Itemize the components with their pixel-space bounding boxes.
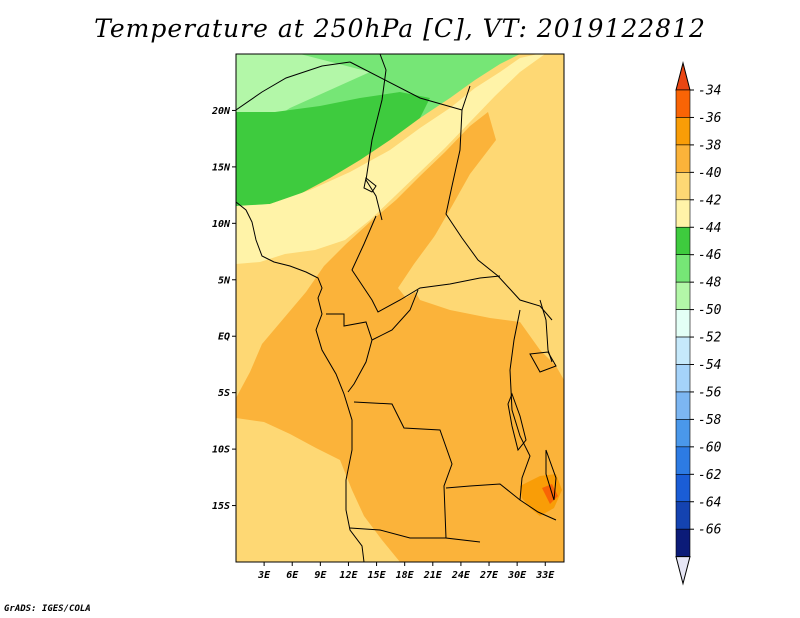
lon-tick-label: 30E xyxy=(507,570,527,581)
temperature-field xyxy=(236,54,564,562)
border-niger-chad xyxy=(365,54,387,221)
colorbar-label: -60 xyxy=(698,440,722,455)
lon-tick-label: 18E xyxy=(396,570,415,581)
colorbar-swatch xyxy=(675,254,691,283)
lat-tick-label: 5S xyxy=(218,388,230,399)
border-gabon-congo xyxy=(326,313,373,393)
colorbar-label: -62 xyxy=(698,468,722,483)
colorbar-label: -48 xyxy=(698,276,722,291)
lake-chad xyxy=(363,177,377,193)
border-drc-east xyxy=(509,309,531,501)
border-chad-sudan xyxy=(445,85,553,321)
lon-tick-label: 3E xyxy=(257,570,271,581)
colorbar-label: -54 xyxy=(698,358,721,373)
lat-tick-label: 15S xyxy=(212,501,230,512)
border-zambia xyxy=(445,483,557,521)
lon-tick-label: 27E xyxy=(479,570,499,581)
colorbar-swatch xyxy=(675,528,691,557)
border-angola-namibia xyxy=(349,527,446,539)
colorbar-label: -52 xyxy=(698,331,722,346)
colorbar-swatch xyxy=(675,309,691,338)
lat-tick-label: 10N xyxy=(212,219,231,230)
colorbar-label: -58 xyxy=(698,413,722,428)
colorbar-swatch xyxy=(675,281,691,310)
colorbar-label: -66 xyxy=(698,523,722,538)
colorbar-swatch xyxy=(675,473,691,503)
lon-tick-label: 24E xyxy=(451,570,471,581)
band-minus-44 xyxy=(236,92,430,206)
lat-tick-label: 5N xyxy=(218,275,231,286)
colorbar-label: -40 xyxy=(698,166,722,181)
lake-tanganyika xyxy=(507,392,527,452)
map-frame xyxy=(235,53,565,563)
colorbar-label: -34 xyxy=(698,84,721,99)
coastline-west-africa xyxy=(236,201,365,562)
colorbar-label: -36 xyxy=(698,111,722,126)
band-minus-42 xyxy=(236,54,545,264)
lon-tick-label: 6E xyxy=(286,570,299,581)
lat-tick-label: EQ xyxy=(218,332,230,343)
colorbar-swatch xyxy=(675,419,691,448)
colorbar-swatch xyxy=(675,89,691,118)
longitude-axis: 3E 6E 9E 12E 15E 18E 21E 24E 27E 30E 33E xyxy=(257,562,555,581)
colorbar-label: -46 xyxy=(698,248,722,263)
lake-malawi xyxy=(545,449,557,501)
colorbar-swatch xyxy=(675,501,691,530)
colorbar-label: -38 xyxy=(698,138,722,153)
lat-tick-label: 20N xyxy=(211,106,231,117)
lake-victoria xyxy=(529,351,557,373)
credit-label: GrADS: IGES/COLA xyxy=(4,604,91,614)
lon-tick-label: 21E xyxy=(423,570,443,581)
map-title: Temperature at 250hPa [C], VT: 201912281… xyxy=(94,14,706,43)
colorbar-label: -56 xyxy=(698,385,722,400)
lon-tick-label: 15E xyxy=(368,570,387,581)
country-borders xyxy=(236,54,557,562)
colorbar-swatch xyxy=(675,446,691,475)
border-drc-west xyxy=(371,289,419,341)
colorbar-over-triangle xyxy=(675,61,691,91)
latitude-axis: 20N 15N 10N 5N EQ 5S 10S 15S xyxy=(211,106,236,512)
border-drc-angola xyxy=(353,401,481,543)
lat-tick-label: 10S xyxy=(212,445,230,456)
colorbar-label: -44 xyxy=(698,221,721,236)
border-algeria-mali xyxy=(236,61,351,111)
colorbar-swatch xyxy=(675,226,691,256)
colorbar-label: -50 xyxy=(698,303,722,318)
lon-tick-label: 33E xyxy=(535,570,555,581)
colorbar-label: -42 xyxy=(698,193,722,208)
border-cameroon-car xyxy=(351,215,501,313)
colorbar: -34 -36 -38 -40 -42 -44 -46 -48 -50 -52 -54 -56 -58 -… xyxy=(675,61,722,586)
colorbar-swatch xyxy=(675,199,691,228)
colorbar-under-triangle xyxy=(675,556,691,586)
colorbar-swatch xyxy=(675,172,691,201)
colorbar-swatch xyxy=(675,391,691,420)
colorbar-swatch xyxy=(675,117,691,146)
colorbar-label: -64 xyxy=(698,495,721,510)
lat-tick-label: 15N xyxy=(212,162,231,173)
colorbar-swatch xyxy=(675,144,691,173)
lon-tick-label: 12E xyxy=(339,570,358,581)
band-minus-38 xyxy=(236,112,564,562)
colorbar-swatch xyxy=(675,336,691,365)
border-libya-chad xyxy=(349,61,463,111)
lon-tick-label: 9E xyxy=(314,570,327,581)
colorbar-swatch xyxy=(675,364,691,393)
